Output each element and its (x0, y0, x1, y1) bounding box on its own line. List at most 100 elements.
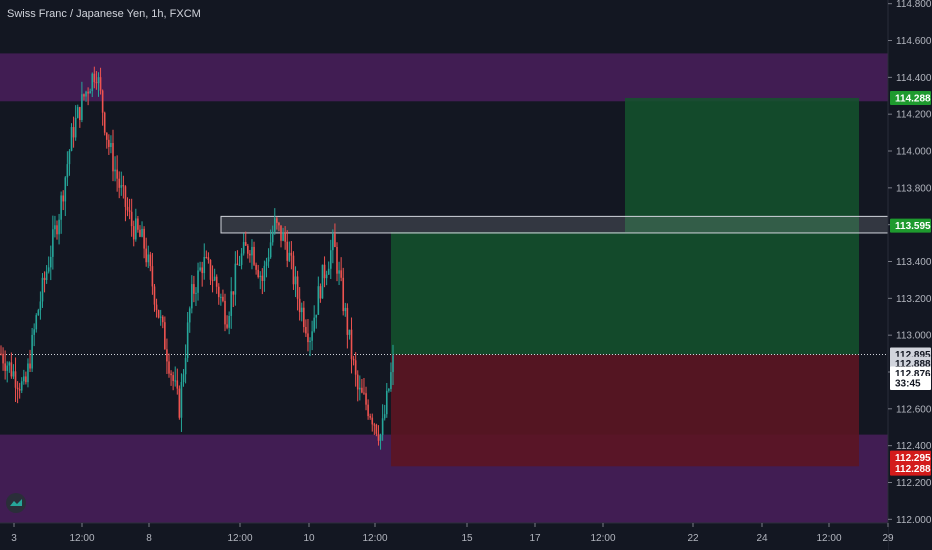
x-tick-label: 12:00 (816, 533, 841, 544)
candle-body (83, 94, 85, 97)
candle-body (74, 117, 77, 138)
candle-body (6, 365, 9, 371)
y-tick-label: 114.200 (896, 110, 932, 121)
stop-loss-area (391, 354, 859, 467)
candle-body (151, 266, 154, 287)
x-tick-label: 22 (687, 533, 699, 544)
x-tick-label: 12:00 (590, 533, 615, 544)
price-label-stop: 112.295 (890, 450, 931, 465)
candle-body (315, 314, 318, 318)
candle-body (265, 261, 268, 266)
candle-body (25, 376, 27, 383)
candle-body (215, 276, 218, 287)
take-profit-area (625, 97, 859, 355)
candle-body (124, 186, 127, 207)
x-tick-label: 8 (146, 533, 152, 544)
candle-body (37, 310, 40, 316)
candle-body (20, 381, 23, 391)
candle-body (240, 253, 243, 265)
price-label-text: 114.288 (895, 93, 931, 104)
candle-body (242, 242, 245, 254)
candle-body (213, 276, 216, 281)
candle-body (267, 257, 270, 262)
candle-body (137, 218, 139, 230)
candle-body (383, 414, 386, 419)
candle-body (110, 143, 112, 148)
x-tick-label: 17 (529, 533, 541, 544)
candle-body (329, 250, 332, 269)
candle-body (377, 433, 380, 441)
candle-body (388, 388, 390, 391)
candle-body (52, 229, 54, 257)
candle-body (282, 232, 284, 241)
profit-area-initial (391, 232, 625, 355)
candle-body (367, 404, 369, 417)
price-label-resistance: 113.595 (890, 218, 931, 233)
candle-body (356, 374, 359, 390)
candle-body (18, 389, 21, 391)
resistance-box (220, 215, 889, 234)
candle-body (180, 382, 183, 418)
candle-body (128, 210, 131, 212)
candle-body (350, 329, 353, 359)
candle-body (222, 296, 224, 301)
candle-body (70, 127, 73, 151)
candle-body (261, 275, 264, 281)
candle-body (207, 257, 210, 260)
candle-body (31, 334, 33, 369)
chart-title: Swiss Franc / Japanese Yen, 1h, FXCM (7, 8, 201, 20)
price-label-text: 112.895 (895, 350, 931, 361)
candle-body (303, 307, 305, 327)
candle-body (226, 324, 228, 328)
y-tick-label: 112.200 (896, 478, 932, 489)
y-tick-label: 112.400 (896, 441, 932, 452)
candle-body (253, 246, 255, 265)
candle-body (66, 164, 69, 178)
candle-body (276, 218, 278, 223)
candle-body (93, 73, 96, 83)
x-tick-label: 10 (303, 533, 315, 544)
candle-body (155, 304, 158, 311)
candle-body (126, 206, 129, 211)
candle-body (305, 326, 307, 334)
candle-body (43, 277, 46, 281)
candle-body (49, 256, 52, 268)
price-label-text: 112.295 (895, 453, 931, 464)
candle-body (334, 233, 336, 247)
candle-body (91, 73, 94, 92)
candle-body (259, 275, 262, 278)
candle-body (101, 90, 104, 113)
candle-body (186, 322, 189, 358)
tradingview-logo-icon[interactable] (6, 493, 26, 513)
y-tick-label: 114.600 (896, 36, 932, 47)
candle-body (228, 315, 230, 328)
price-label-take-profit: 114.288 (890, 90, 931, 105)
candle-body (14, 371, 17, 388)
candle-body (178, 388, 181, 418)
candle-body (116, 169, 118, 179)
candle-body (211, 279, 214, 281)
candle-body (271, 231, 274, 243)
candle-body (286, 241, 289, 261)
x-tick-label: 24 (756, 533, 768, 544)
y-tick-label: 114.400 (896, 73, 932, 84)
candle-body (2, 353, 4, 364)
candle-body (56, 225, 58, 235)
candle-body (298, 298, 301, 313)
candle-body (72, 127, 75, 138)
candle-body (143, 228, 145, 249)
price-label-text: 113.595 (895, 221, 931, 232)
candle-body (141, 228, 143, 237)
candle-body (139, 229, 141, 237)
candle-body (217, 286, 220, 298)
candle-body (336, 246, 338, 274)
candle-body (191, 284, 193, 309)
candle-body (284, 232, 286, 242)
time-axis (0, 523, 888, 550)
candle-body (325, 274, 328, 279)
y-tick-label: 113.000 (896, 331, 932, 342)
candle-body (99, 77, 102, 91)
candle-body (203, 257, 206, 274)
candle-body (147, 254, 150, 263)
